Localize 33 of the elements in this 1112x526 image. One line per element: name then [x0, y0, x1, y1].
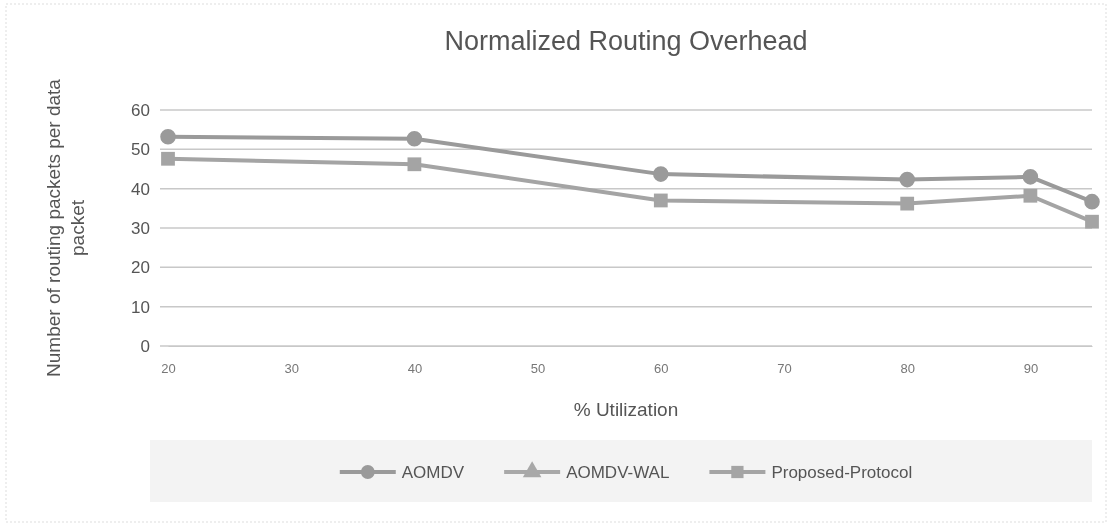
point	[900, 196, 915, 211]
y-tick-label: 10	[131, 297, 150, 317]
legend-label: AOMDV	[401, 463, 465, 482]
y-tick-label: 20	[131, 258, 150, 278]
x-axis-title: % Utilization	[573, 399, 679, 420]
point	[1085, 214, 1099, 229]
x-tick-label: 40	[407, 361, 423, 377]
point	[653, 193, 668, 208]
point	[161, 151, 175, 166]
y-tick-label: 60	[131, 100, 150, 120]
x-tick-label: 30	[284, 361, 299, 377]
point	[1022, 169, 1039, 185]
x-tick-label: 70	[777, 361, 792, 377]
legend-label: AOMDV-WAL	[566, 463, 670, 482]
y-tick-label: 0	[140, 336, 150, 356]
y-tick-label: 40	[131, 179, 150, 199]
y-axis-title: Number of routing packets per data packet	[43, 78, 88, 377]
x-tick-label: 50	[530, 361, 546, 377]
point	[406, 130, 423, 147]
x-tick-label: 20	[161, 361, 176, 377]
y-tick-label: 30	[131, 218, 150, 238]
x-tick-label: 60	[654, 361, 669, 377]
point	[407, 157, 422, 172]
point	[899, 171, 915, 188]
point	[1084, 193, 1100, 210]
x-tick-label: 80	[900, 361, 915, 377]
chart-title: Normalized Routing Overhead	[444, 26, 808, 56]
legend-label: Proposed-Protocol	[771, 463, 913, 482]
point	[1023, 188, 1038, 203]
y-tick-label: 50	[131, 140, 150, 160]
x-tick-label: 90	[1023, 361, 1039, 377]
point	[160, 128, 176, 145]
point	[653, 166, 669, 182]
